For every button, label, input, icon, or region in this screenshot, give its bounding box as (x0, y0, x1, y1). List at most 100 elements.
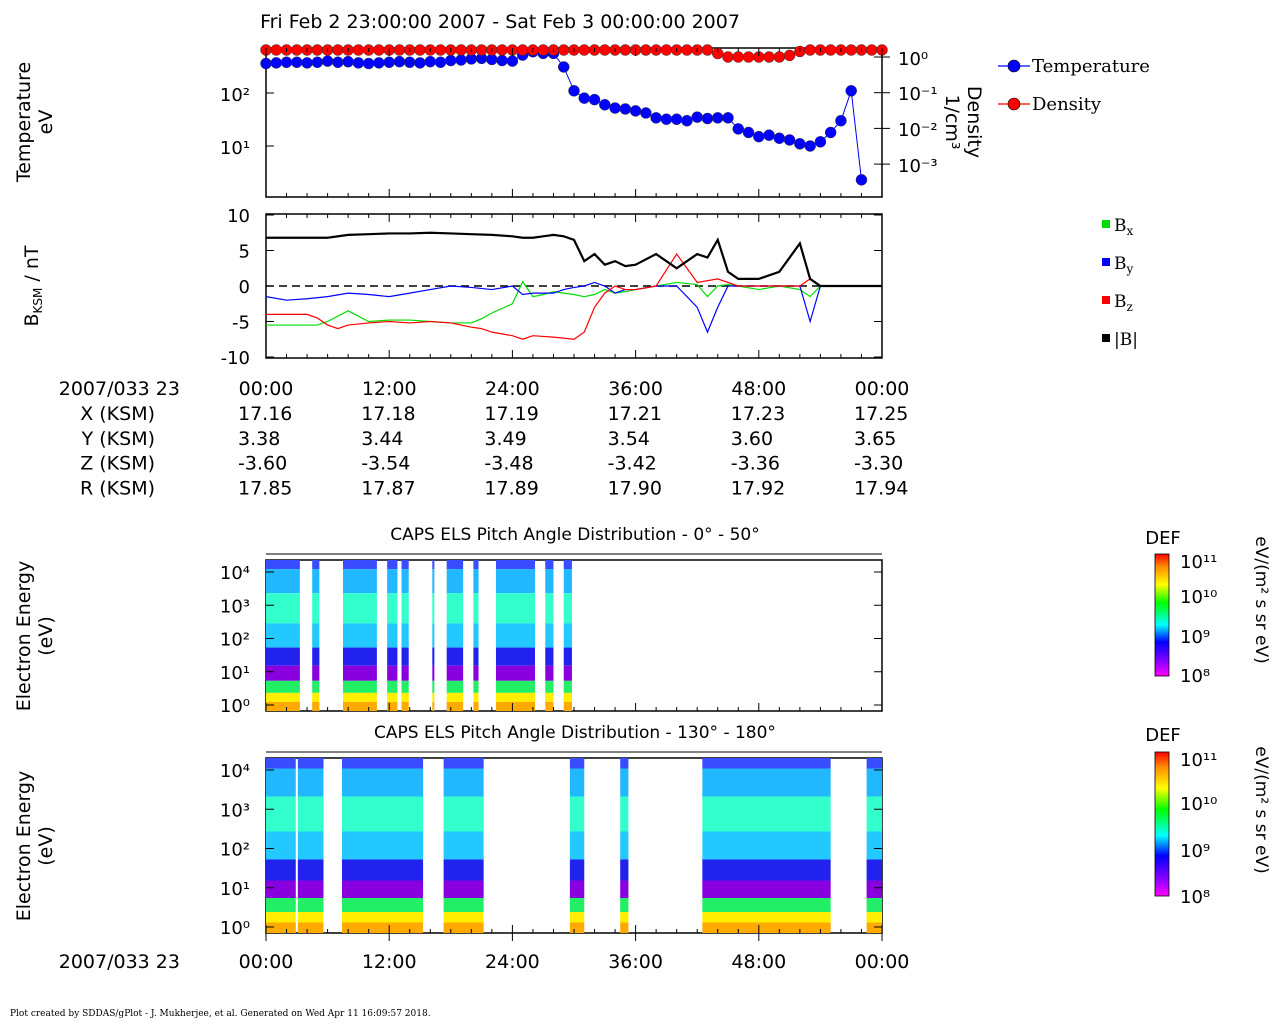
density-point (701, 44, 714, 56)
energy-tick-label: 10⁰ (220, 918, 250, 939)
density-point (732, 51, 745, 63)
temperature-point (301, 57, 313, 69)
pitch-0-50-panel: CAPS ELS Pitch Angle Distribution - 0° -… (13, 525, 1271, 717)
spectrogram-cell (443, 796, 484, 832)
ephemeris-header: 2007/033 23 (59, 378, 180, 400)
density-point (845, 44, 857, 56)
ephemeris-value: 3.44 (361, 428, 403, 450)
spectrogram-cell (702, 859, 831, 881)
spectrogram-cell (432, 680, 435, 693)
temperature-point (270, 57, 283, 69)
density-point (373, 44, 385, 56)
spectrogram-cell (473, 647, 479, 666)
spectrogram-cell (702, 796, 831, 832)
temperature-point (804, 140, 816, 152)
energy-tick-label: 10³ (220, 596, 250, 617)
spectrogram-span (473, 560, 479, 711)
density-point (434, 44, 447, 56)
pitch-0-50-title: CAPS ELS Pitch Angle Distribution - 0° -… (390, 525, 759, 545)
spectrogram-span (343, 560, 377, 711)
spectrogram-cell (343, 623, 377, 648)
spectrogram-cell (473, 692, 479, 702)
spectrogram-cell (620, 758, 629, 769)
spectrogram-cell (545, 560, 554, 570)
spectrogram-cell (266, 796, 296, 832)
density-point (270, 44, 283, 56)
ephemeris-row-label: Z (KSM) (80, 453, 155, 475)
bz-legend-swatch (1102, 296, 1110, 304)
density-point (475, 44, 488, 56)
spectrogram-cell (473, 623, 479, 648)
spectrogram-cell (563, 665, 572, 681)
temperature-axis-unit: eV (35, 110, 57, 135)
spectrogram-cell (266, 665, 300, 681)
density-axis-unit: 1/cm³ (941, 94, 963, 149)
ephemeris-value: 17.87 (361, 477, 415, 499)
spectrogram-cell (569, 922, 585, 933)
temperature-point (578, 92, 591, 104)
bfield-axis-label: BKSM / nT (21, 245, 45, 326)
spectrogram-cell (341, 922, 424, 933)
temperature-point (824, 126, 837, 139)
bx-line (266, 280, 882, 326)
spectrogram-cell (343, 569, 377, 594)
spectrogram-cell (702, 898, 831, 912)
spectrogram-cell (866, 922, 882, 933)
spectrogram-cell (432, 647, 435, 666)
ephemeris-value: 17.16 (238, 403, 292, 425)
spectrogram-cell (401, 560, 409, 570)
ephemeris-time-tick: 00:00 (855, 378, 910, 400)
temperature-point (342, 55, 354, 68)
density-point (557, 44, 570, 56)
temperature-point (445, 54, 457, 67)
bz-line (266, 252, 882, 340)
spectrogram-cell (266, 831, 296, 860)
bfield-tick-label: -5 (232, 313, 250, 334)
pitch-130-180-y-ticks: 10⁴ 10³ 10² 10¹ 10⁰ (220, 761, 883, 939)
ephemeris-table: 2007/033 23 00:00 12:00 24:00 36:00 48:00 00:… (59, 378, 910, 499)
spectrogram-cell (446, 593, 464, 624)
bfield-tick-label: 5 (239, 242, 250, 263)
ephemeris-value: -3.30 (854, 453, 903, 475)
ephemeris-value: 3.49 (484, 428, 526, 450)
density-point (619, 44, 632, 56)
bottom-time-tick: 24:00 (485, 951, 540, 973)
ephemeris-columns: 00:00 12:00 24:00 36:00 48:00 00:00 X (KSM) 17.… (80, 378, 909, 499)
spectrogram-cell (569, 859, 585, 881)
spectrogram-cell (297, 831, 324, 860)
spectrogram-cell (569, 912, 585, 923)
spectrogram-cell (563, 593, 572, 624)
temperature-point (434, 56, 447, 69)
ephemeris-value: -3.60 (238, 453, 287, 475)
pitch-130-180-spectrogram (266, 758, 882, 933)
density-point (763, 51, 775, 63)
spectrogram-cell (401, 569, 409, 594)
pitch-130-180-colorbar-tick-8: 10⁸ (1180, 887, 1210, 908)
by-legend-label: By (1114, 254, 1134, 276)
bfield-tick-label: 10 (227, 206, 250, 227)
temperature-point (311, 56, 324, 69)
bottom-time-tick: 00:00 (855, 951, 910, 973)
ephemeris-row-label: Y (KSM) (81, 428, 155, 450)
spectrogram-cell (569, 880, 585, 898)
temperature-point (845, 85, 857, 97)
pitch-130-180-panel: CAPS ELS Pitch Angle Distribution - 130°… (13, 723, 1271, 939)
temperature-point (773, 132, 786, 145)
density-tick-0.1: 10⁻¹ (898, 84, 938, 105)
spectrogram-cell (495, 647, 535, 666)
spectrogram-cell (473, 680, 479, 693)
spectrogram-cell (297, 912, 324, 923)
pitch-130-180-axis-label: Electron Energy (13, 771, 35, 922)
spectrogram-cell (620, 898, 629, 912)
bmag-legend-main: |B| (1114, 330, 1138, 350)
spectrogram-cell (545, 680, 554, 693)
spectrogram-cell (702, 922, 831, 933)
spectrogram-cell (866, 898, 882, 912)
energy-tick-label: 10² (220, 840, 250, 861)
pitch-130-180-colorbar: DEF 10¹¹ 10¹⁰ 10⁹ 10⁸ eV/(m² s sr eV) (1145, 725, 1271, 908)
by-legend-main: B (1114, 254, 1127, 274)
energy-tick-label: 10⁴ (220, 761, 250, 782)
temperature-point (383, 56, 395, 69)
spectrogram-cell (341, 859, 424, 881)
bottom-time-tick: 00:00 (239, 951, 294, 973)
